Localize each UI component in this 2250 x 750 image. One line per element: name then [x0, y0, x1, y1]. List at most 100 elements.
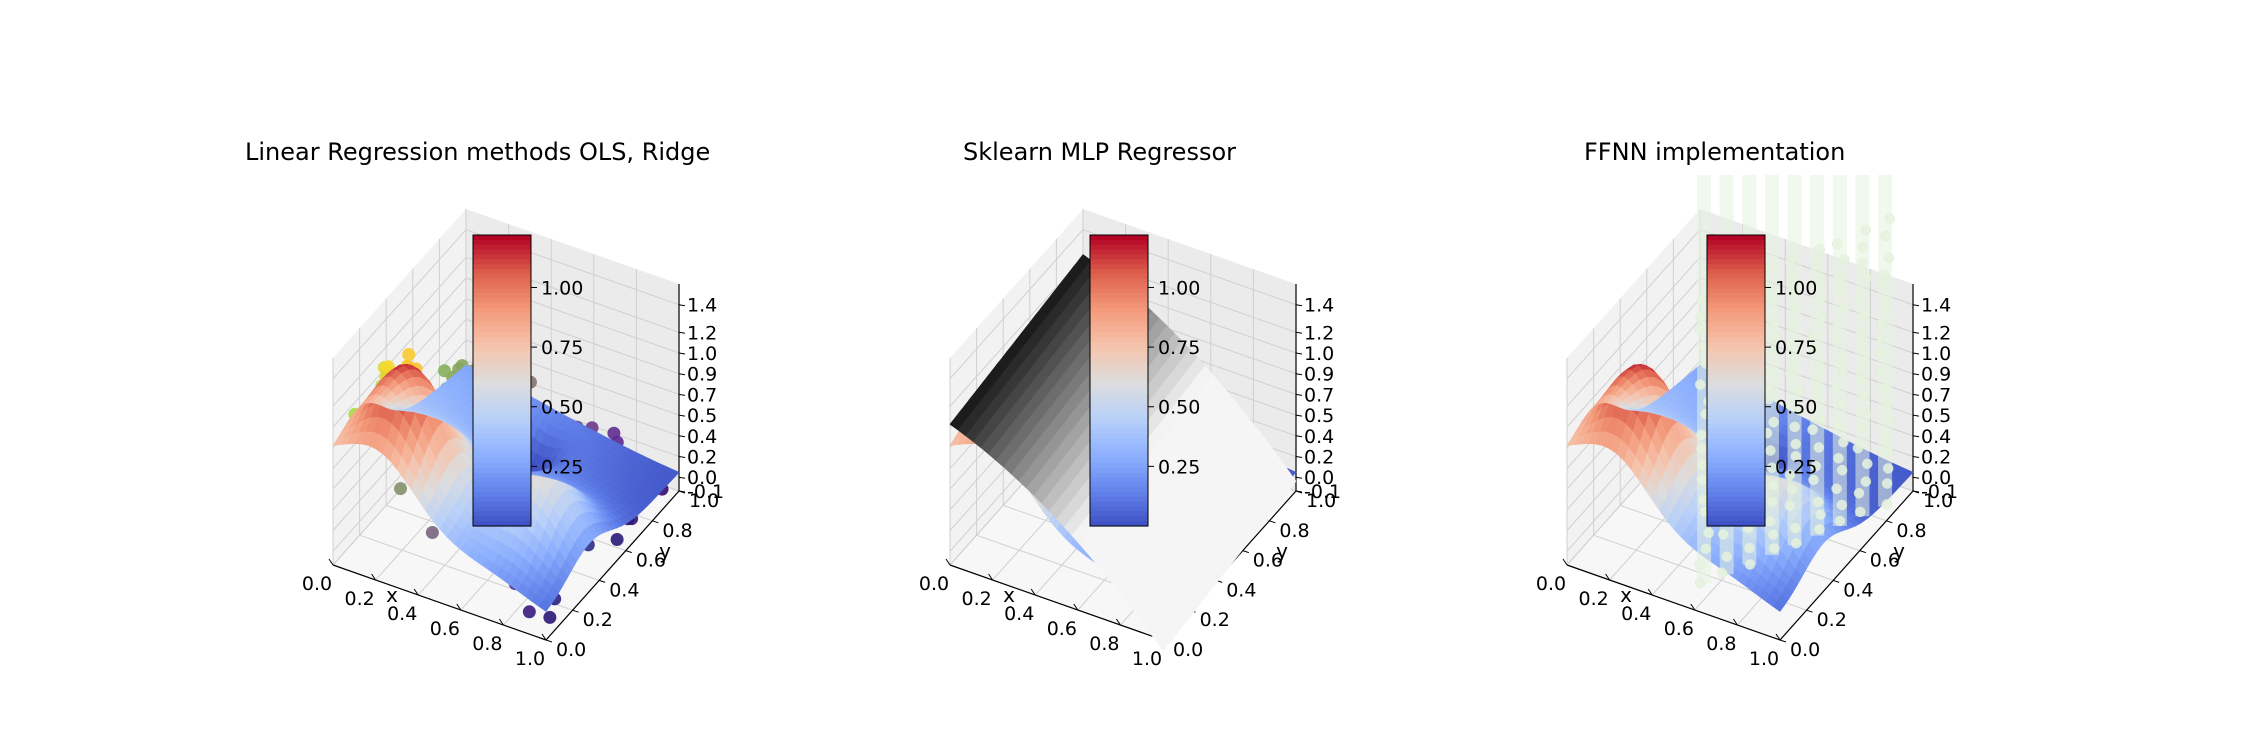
colorbar-segment: [473, 351, 531, 357]
z-tick: [678, 393, 686, 396]
colorbar-segment: [473, 336, 531, 343]
x-tick: [371, 573, 377, 581]
z-tick: [678, 352, 686, 355]
colorbar-segment: [1090, 239, 1148, 246]
colorbar-segment: [1707, 302, 1765, 309]
z-tick-label: 0.9: [1304, 364, 1334, 386]
colorbar-segment: [1090, 462, 1148, 469]
colorbar-segment: [473, 268, 531, 275]
z-tick: [678, 331, 686, 334]
colorbar-segment: [1707, 496, 1765, 503]
colorbar-segment: [1707, 390, 1765, 396]
colorbar-segment: [1707, 322, 1765, 328]
colorbar-tick-label: 0.50: [541, 397, 583, 419]
z-tick: [1295, 435, 1303, 438]
colorbar-segment: [473, 501, 531, 508]
colorbar-segment: [1707, 317, 1765, 323]
colorbar-segment: [1090, 492, 1148, 498]
z-tick-label: 0.2: [1304, 447, 1334, 469]
colorbar-segment: [1707, 419, 1765, 425]
y-tick-label: 0.2: [1200, 609, 1230, 631]
colorbar-segment: [1090, 235, 1148, 241]
grid-line: [332, 277, 467, 428]
x-tick-label: 0.8: [472, 633, 502, 655]
x-tick: [1115, 618, 1121, 626]
colorbar-segment: [1090, 332, 1148, 338]
colorbar-segment: [473, 477, 531, 483]
x-tick-label: 0.0: [1536, 573, 1566, 595]
colorbar-segment: [1707, 477, 1765, 483]
colorbar-segment: [1090, 259, 1148, 265]
colorbar-segment: [473, 249, 531, 255]
x-tick: [413, 588, 419, 596]
x-tick-label: 0.0: [919, 573, 949, 595]
z-tick: [678, 476, 686, 479]
colorbar-segment: [1707, 298, 1765, 304]
y-tick-label: 0.0: [1173, 639, 1203, 661]
x-tick-label: 0.8: [1089, 633, 1119, 655]
x-tick-label: 1.0: [1132, 648, 1162, 670]
colorbar-segment: [1090, 346, 1148, 352]
colorbar-segment: [1090, 327, 1148, 333]
x-tick-label: 0.6: [1664, 618, 1694, 640]
z-tick-label: 0.5: [1304, 405, 1334, 427]
colorbar-segment: [1707, 249, 1765, 255]
y-tick: [625, 550, 632, 554]
y-tick: [1242, 550, 1249, 554]
colorbar-segment: [1090, 278, 1148, 285]
z-tick: [1912, 456, 1920, 458]
colorbar-segment: [473, 273, 531, 280]
colorbar-segment: [473, 467, 531, 474]
z-tick-label: 0.0: [687, 467, 717, 489]
z-tick: [678, 304, 686, 307]
colorbar-segment: [473, 492, 531, 498]
colorbar-segment: [473, 302, 531, 309]
y-tick-label: 0.2: [1817, 609, 1847, 631]
z-tick: [1295, 331, 1303, 334]
z-tick-label: 0.4: [1921, 426, 1951, 448]
y-tick: [599, 579, 606, 583]
z-tick-label: 0.4: [1304, 426, 1334, 448]
colorbar-frame: [472, 234, 532, 527]
colorbar-segment: [1090, 467, 1148, 474]
colorbar-segment: [1707, 375, 1765, 382]
z-tick-label: 0.5: [1921, 405, 1951, 427]
x-axis-label: x: [1003, 583, 1015, 607]
colorbar-segment: [473, 317, 531, 323]
z-tick-label: 1.0: [1304, 343, 1334, 365]
colorbar-segment: [473, 399, 531, 406]
x-tick-label: 0.2: [1578, 588, 1608, 610]
z-tick: [1295, 352, 1303, 355]
z-tick: [678, 414, 686, 417]
colorbar-segment: [1090, 453, 1148, 459]
z-tick-label: 1.4: [1304, 295, 1334, 317]
colorbar-segment: [473, 482, 531, 488]
y-tick-label: 0.0: [556, 639, 586, 661]
colorbar-segment: [473, 375, 531, 382]
z-tick-label: 0.0: [1921, 467, 1951, 489]
colorbar-segment: [473, 409, 531, 416]
colorbar-segment: [1090, 429, 1148, 435]
colorbar-segment: [473, 244, 531, 251]
z-tick-label: 1.4: [1921, 295, 1951, 317]
colorbar-segment: [473, 487, 531, 493]
y-tick-label: 0.0: [1790, 639, 1820, 661]
colorbar-segment: [473, 385, 531, 391]
y-tick-label: 0.4: [1843, 579, 1873, 601]
colorbar-segment: [1090, 298, 1148, 304]
colorbar-tick-label: 0.25: [1158, 456, 1200, 478]
colorbar-segment: [473, 235, 531, 241]
colorbar-segment: [1090, 307, 1148, 314]
panel-3-title: FFNN implementation: [1584, 138, 1846, 166]
colorbar-segment: [473, 511, 531, 517]
x-tick: [988, 573, 994, 581]
colorbar-tick-label: 0.50: [1775, 397, 1817, 419]
colorbar-segment: [1090, 487, 1148, 493]
colorbar-segment: [1707, 235, 1765, 241]
z-tick-label: 1.2: [687, 322, 717, 344]
colorbar-segment: [1707, 332, 1765, 338]
data-point: [522, 605, 536, 619]
colorbar-segment: [473, 322, 531, 328]
y-tick: [652, 520, 659, 524]
colorbar-tick-label: 1.00: [541, 277, 583, 299]
